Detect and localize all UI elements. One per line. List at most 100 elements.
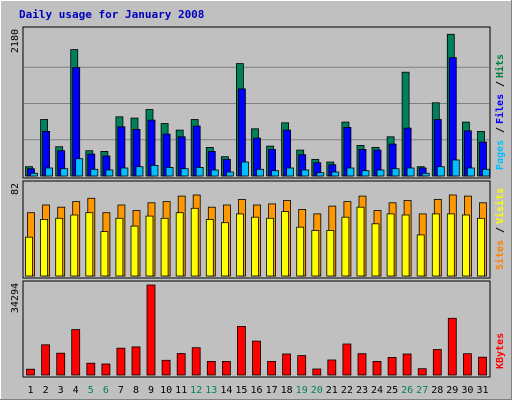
x-tick-13: 13 xyxy=(205,385,217,396)
x-tick-31: 31 xyxy=(476,385,488,396)
bar-visits-visits-17 xyxy=(266,217,275,277)
panel-requests: 2180 Pages / Files / Hits xyxy=(10,26,506,179)
bar-visits-visits-25 xyxy=(386,213,395,277)
x-tick-27: 27 xyxy=(416,385,428,396)
bar-requests-pages-5 xyxy=(90,168,99,177)
bar-requests-pages-8 xyxy=(135,166,144,177)
bar-kbytes-kbytes-7 xyxy=(116,347,126,376)
bar-requests-pages-17 xyxy=(271,170,280,177)
bar-kbytes-kbytes-13 xyxy=(206,360,216,376)
bar-kbytes-kbytes-2 xyxy=(41,344,50,376)
bar-kbytes-kbytes-29 xyxy=(447,317,457,376)
bar-kbytes-kbytes-11 xyxy=(176,353,186,376)
bar-requests-pages-22 xyxy=(346,167,355,177)
legend-separator-requests-2: / xyxy=(495,81,506,87)
bar-requests-pages-28 xyxy=(436,166,445,177)
x-tick-2: 2 xyxy=(43,385,49,396)
bar-requests-pages-29 xyxy=(451,159,460,177)
bar-requests-pages-10 xyxy=(165,166,174,177)
x-tick-19: 19 xyxy=(296,385,308,396)
bar-visits-visits-21 xyxy=(326,230,335,277)
x-tick-30: 30 xyxy=(461,385,473,396)
bar-requests-pages-25 xyxy=(391,168,400,177)
legend-hits: Hits xyxy=(494,54,506,78)
bar-visits-visits-19 xyxy=(296,226,305,277)
bar-kbytes-kbytes-26 xyxy=(402,353,412,376)
bar-visits-visits-7 xyxy=(115,217,124,277)
x-tick-25: 25 xyxy=(386,385,398,396)
panel-visits: 82 Sites / Visits xyxy=(10,180,506,279)
bar-visits-visits-14 xyxy=(220,222,229,277)
bar-requests-pages-14 xyxy=(225,171,234,177)
x-tick-3: 3 xyxy=(58,385,64,396)
x-tick-9: 9 xyxy=(148,385,154,396)
bar-requests-pages-15 xyxy=(240,161,249,177)
x-tick-8: 8 xyxy=(133,385,139,396)
bar-visits-visits-29 xyxy=(446,213,455,277)
bar-kbytes-kbytes-8 xyxy=(131,346,141,376)
bar-visits-visits-30 xyxy=(461,214,470,277)
bar-visits-visits-12 xyxy=(190,207,199,277)
y-max-label-requests: 2180 xyxy=(10,29,21,53)
bar-requests-pages-19 xyxy=(301,169,310,177)
bar-visits-visits-24 xyxy=(371,223,380,277)
bar-visits-visits-22 xyxy=(341,216,350,277)
x-tick-17: 17 xyxy=(266,385,278,396)
bar-requests-pages-13 xyxy=(210,169,219,177)
bar-visits-visits-13 xyxy=(205,218,214,277)
bar-visits-visits-3 xyxy=(55,217,64,277)
bar-visits-visits-28 xyxy=(431,213,440,277)
legend-pages: Pages xyxy=(495,140,506,170)
x-tick-14: 14 xyxy=(220,385,232,396)
x-tick-1: 1 xyxy=(27,385,33,396)
x-tick-11: 11 xyxy=(175,385,187,396)
bar-kbytes-kbytes-31 xyxy=(478,356,487,376)
x-tick-6: 6 xyxy=(103,385,109,396)
bar-visits-visits-27 xyxy=(416,234,425,277)
x-tick-4: 4 xyxy=(73,385,79,396)
bar-kbytes-kbytes-20 xyxy=(312,368,322,376)
x-tick-18: 18 xyxy=(281,385,293,396)
bar-requests-pages-12 xyxy=(195,166,204,177)
bar-requests-pages-31 xyxy=(482,168,490,177)
legend-files: Files xyxy=(494,94,506,124)
bar-kbytes-kbytes-25 xyxy=(387,356,397,376)
bar-kbytes-kbytes-24 xyxy=(372,360,382,376)
bar-kbytes-kbytes-23 xyxy=(357,353,367,376)
bar-visits-visits-31 xyxy=(477,217,485,277)
bar-kbytes-kbytes-22 xyxy=(342,343,352,376)
panel-kbytes: 34294 KBytes xyxy=(10,280,506,378)
bar-kbytes-kbytes-19 xyxy=(297,355,307,376)
chart-title: Daily usage for January 2008 xyxy=(19,8,204,21)
bar-requests-pages-30 xyxy=(466,167,475,177)
bar-requests-pages-20 xyxy=(316,172,325,177)
bar-requests-pages-1 xyxy=(30,172,38,177)
bar-kbytes-kbytes-1 xyxy=(26,368,35,376)
bar-visits-visits-9 xyxy=(145,215,154,277)
panels-group: 2180 Pages / Files / Hits 82 Sites / Visits 34294 K… xyxy=(10,26,506,378)
legend-sites: Sites xyxy=(494,240,506,270)
bar-visits-visits-6 xyxy=(100,231,109,277)
bar-kbytes-kbytes-21 xyxy=(327,359,337,376)
x-tick-26: 26 xyxy=(401,385,413,396)
bar-kbytes-kbytes-30 xyxy=(462,353,472,376)
bar-requests-pages-4 xyxy=(75,158,84,177)
bar-requests-files-29 xyxy=(448,57,457,177)
bar-visits-visits-26 xyxy=(401,214,410,277)
bar-visits-visits-20 xyxy=(311,230,320,277)
bar-kbytes-kbytes-5 xyxy=(86,362,96,376)
y-max-label-visits: 82 xyxy=(10,183,21,195)
x-tick-10: 10 xyxy=(160,385,172,396)
bar-kbytes-kbytes-28 xyxy=(432,349,442,376)
legend-separator-visits-1: / xyxy=(495,227,506,233)
bar-visits-visits-5 xyxy=(85,212,94,277)
bar-visits-visits-15 xyxy=(235,213,244,277)
bar-kbytes-kbytes-6 xyxy=(101,363,111,376)
bar-requests-pages-23 xyxy=(361,170,370,177)
legend-kbytes: KBytes xyxy=(495,333,506,369)
bar-requests-pages-24 xyxy=(376,169,385,177)
bar-kbytes-kbytes-17 xyxy=(267,360,277,376)
bar-visits-visits-4 xyxy=(70,214,79,277)
